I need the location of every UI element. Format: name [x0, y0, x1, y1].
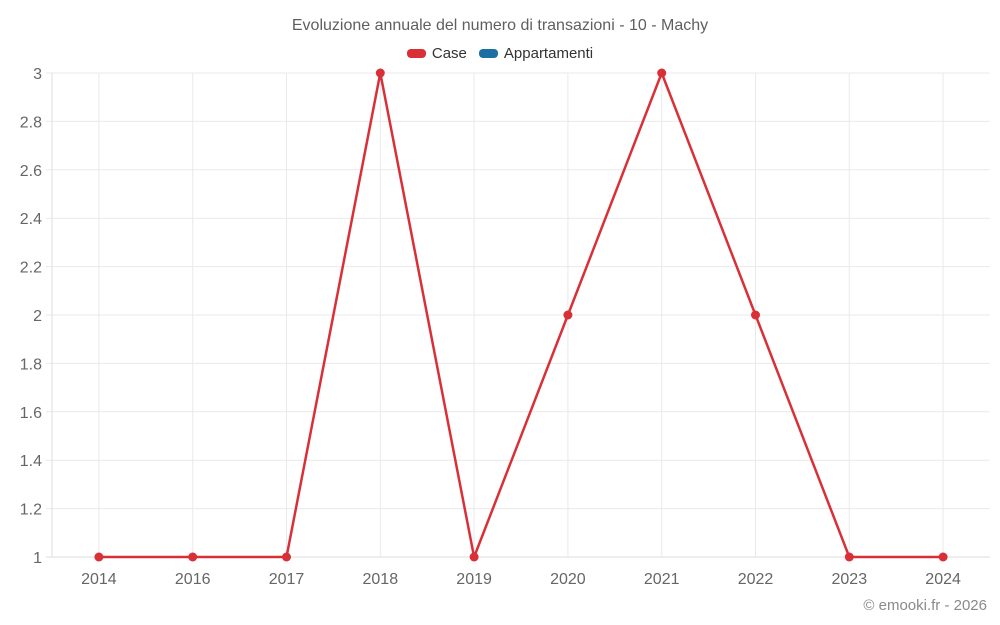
- chart-legend: Case Appartamenti: [0, 45, 1000, 62]
- svg-text:2.6: 2.6: [20, 163, 42, 180]
- copyright-credit: © emooki.fr - 2026: [863, 597, 987, 614]
- svg-text:2017: 2017: [269, 571, 305, 588]
- svg-text:2: 2: [33, 308, 42, 325]
- gridlines: [46, 72, 990, 558]
- svg-text:2.4: 2.4: [20, 211, 42, 228]
- appartamenti-series-swatch-icon: [478, 49, 498, 58]
- svg-text:1.6: 1.6: [20, 405, 42, 422]
- svg-text:2014: 2014: [81, 571, 117, 588]
- svg-text:3: 3: [33, 66, 42, 83]
- svg-text:1.4: 1.4: [20, 453, 42, 470]
- svg-text:1.8: 1.8: [20, 356, 42, 373]
- chart-title: Evoluzione annuale del numero di transaz…: [291, 17, 709, 34]
- legend-label-case: Case: [431, 45, 467, 62]
- legend-label-appartamenti: Appartamenti: [503, 45, 594, 62]
- svg-text:2.2: 2.2: [20, 260, 42, 277]
- svg-text:1.2: 1.2: [20, 502, 42, 519]
- svg-text:2020: 2020: [550, 571, 586, 588]
- svg-text:2023: 2023: [832, 571, 868, 588]
- svg-text:2021: 2021: [644, 571, 680, 588]
- svg-text:2018: 2018: [363, 571, 399, 588]
- svg-text:2.8: 2.8: [20, 114, 42, 131]
- svg-text:2022: 2022: [738, 571, 774, 588]
- svg-text:2024: 2024: [925, 571, 961, 588]
- svg-text:2016: 2016: [175, 571, 211, 588]
- svg-text:2019: 2019: [456, 571, 492, 588]
- svg-text:1: 1: [33, 550, 42, 567]
- series-case: [94, 68, 948, 562]
- legend-item-case[interactable]: Case: [406, 45, 467, 62]
- case-series-swatch-icon: [406, 49, 426, 58]
- legend-item-appartamenti[interactable]: Appartamenti: [478, 45, 594, 62]
- axis-labels: 1 1.2 1.4 1.6 1.8 2 2.2 2.4 2.6 2.8 3 2014 2016 2017 2…: [20, 66, 961, 588]
